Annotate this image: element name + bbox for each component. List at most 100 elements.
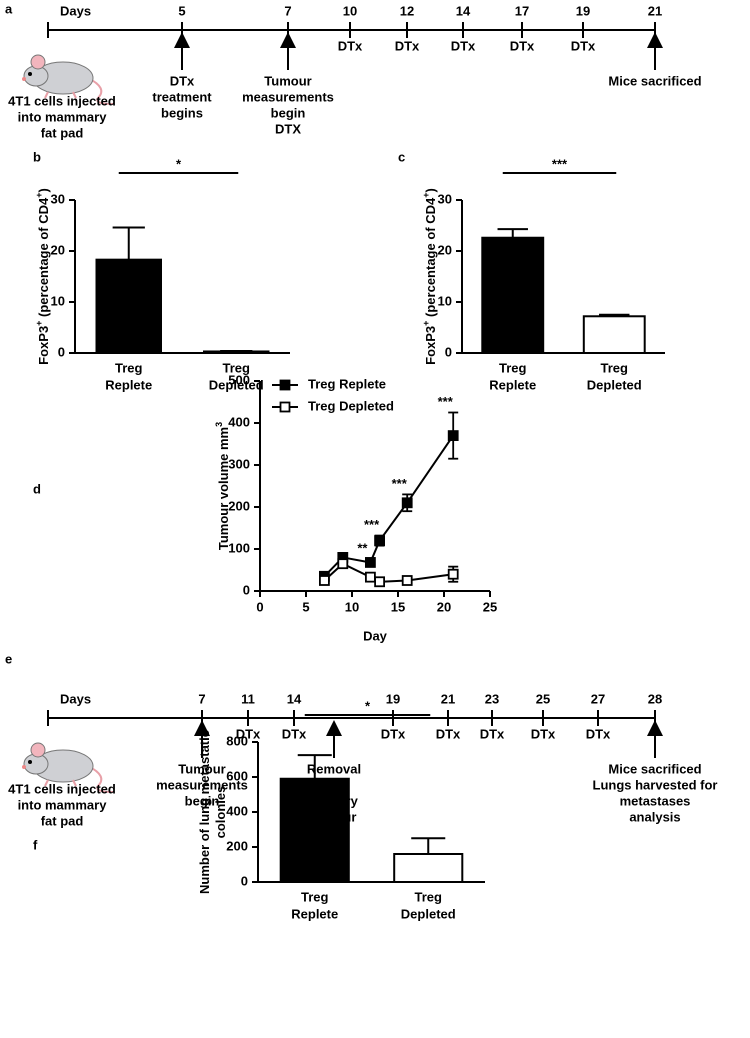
y-axis-label-part: (percentage of CD4: [36, 197, 51, 321]
bar: [279, 777, 350, 883]
y-axis-label-part: Number of lung metastatic: [197, 730, 212, 894]
event-label: measurements: [242, 89, 334, 104]
treatment-label: DTx: [586, 726, 611, 741]
marker: [447, 568, 459, 580]
x-tick-label: Treg: [223, 360, 251, 375]
event-label: metastases: [620, 793, 691, 808]
mouse-caption: fat pad: [41, 125, 84, 140]
y-axis-label: Number of lung metastatic: [197, 730, 212, 894]
y-axis-label: FoxP3+ (percentage of CD4+): [34, 188, 51, 365]
timeline-day: 19: [386, 691, 400, 706]
y-axis-label: FoxP3+ (percentage of CD4+): [421, 188, 438, 365]
significance-label: ***: [552, 156, 568, 171]
timeline-day: 17: [515, 3, 529, 18]
timeline-day: 19: [576, 3, 590, 18]
treatment-label: DTx: [395, 38, 420, 53]
timeline-day: 14: [456, 3, 471, 18]
bar: [481, 236, 545, 355]
x-tick-label: 15: [391, 599, 405, 614]
bar: [203, 350, 270, 355]
x-tick-label: 0: [256, 599, 263, 614]
x-tick-label: Replete: [291, 906, 338, 921]
y-tick-label: 30: [438, 191, 452, 206]
legend-label: Treg Replete: [308, 376, 386, 391]
treatment-label: DTx: [531, 726, 556, 741]
event-label: begin: [185, 793, 220, 808]
x-tick-label: Replete: [105, 377, 152, 392]
event-label: begins: [161, 105, 203, 120]
marker: [364, 571, 376, 583]
event-label: DTx: [170, 73, 195, 88]
panel-label: a: [5, 1, 13, 16]
y-axis-label-part: ): [36, 188, 51, 192]
timeline-day: 10: [343, 3, 357, 18]
timeline-day: 5: [178, 3, 185, 18]
y-axis-label: colonies: [213, 786, 228, 839]
marker: [364, 557, 376, 568]
timeline-day: 21: [441, 691, 455, 706]
y-tick-label: 600: [226, 768, 248, 783]
treatment-label: DTx: [571, 38, 596, 53]
y-tick-label: 800: [226, 733, 248, 748]
panel-label: b: [33, 149, 41, 164]
timeline-day: 11: [241, 691, 255, 706]
timeline-day: 28: [648, 691, 662, 706]
y-tick-label: 500: [228, 372, 250, 387]
x-tick-label: Depleted: [587, 377, 642, 392]
timeline-title: Days: [60, 691, 91, 706]
event-label: measurements: [156, 777, 248, 792]
event-label: Lungs harvested for: [593, 777, 718, 792]
y-tick-label: 0: [445, 344, 452, 359]
event-label: Tumour: [178, 761, 225, 776]
y-tick-label: 0: [58, 344, 65, 359]
x-tick-label: 5: [302, 599, 309, 614]
y-tick-label: 300: [228, 456, 250, 471]
marker: [318, 575, 330, 586]
timeline-day: 27: [591, 691, 605, 706]
x-tick-label: Treg: [499, 360, 527, 375]
event-label: treatment: [152, 89, 212, 104]
timeline-day: 7: [284, 3, 291, 18]
x-tick-label: Replete: [489, 377, 536, 392]
marker: [401, 497, 413, 509]
y-tick-label: 20: [438, 242, 452, 257]
treatment-label: DTx: [436, 726, 461, 741]
significance-label: *: [176, 156, 182, 171]
legend-marker: [279, 401, 291, 413]
y-axis-label-part: +: [421, 321, 431, 326]
event-label: Tumour: [264, 73, 311, 88]
x-tick-label: Treg: [301, 889, 329, 904]
x-axis-label: Day: [363, 628, 388, 643]
marker: [337, 558, 349, 570]
x-tick-label: 20: [437, 599, 451, 614]
y-tick-label: 400: [226, 803, 248, 818]
significance-label: ***: [392, 476, 408, 491]
y-axis-label-part: FoxP3: [36, 326, 51, 365]
timeline-day: 23: [485, 691, 499, 706]
y-axis-label-part: +: [421, 192, 431, 197]
marker: [374, 535, 386, 546]
legend-label: Treg Depleted: [308, 398, 394, 413]
y-axis-label-part: ): [423, 188, 438, 192]
y-axis-label-part: +: [34, 321, 44, 326]
legend-marker: [279, 379, 291, 391]
y-tick-label: 10: [438, 293, 452, 308]
bar: [95, 258, 162, 355]
bar: [582, 315, 646, 354]
mouse-caption: 4T1 cells injected: [8, 781, 116, 796]
timeline-title: Days: [60, 3, 91, 18]
timeline-day: 7: [198, 691, 205, 706]
y-tick-label: 20: [51, 242, 65, 257]
x-tick-label: Depleted: [401, 906, 456, 921]
y-axis-label: Tumour volume mm3: [214, 422, 231, 550]
y-tick-label: 400: [228, 414, 250, 429]
x-tick-label: Depleted: [209, 377, 264, 392]
event-label: Removal: [307, 761, 361, 776]
x-tick-label: Treg: [415, 889, 443, 904]
mouse-caption: 4T1 cells injected: [8, 93, 116, 108]
y-tick-label: 200: [226, 838, 248, 853]
treatment-label: DTx: [381, 726, 406, 741]
y-axis-label-part: +: [34, 192, 44, 197]
significance-label: **: [357, 541, 368, 556]
